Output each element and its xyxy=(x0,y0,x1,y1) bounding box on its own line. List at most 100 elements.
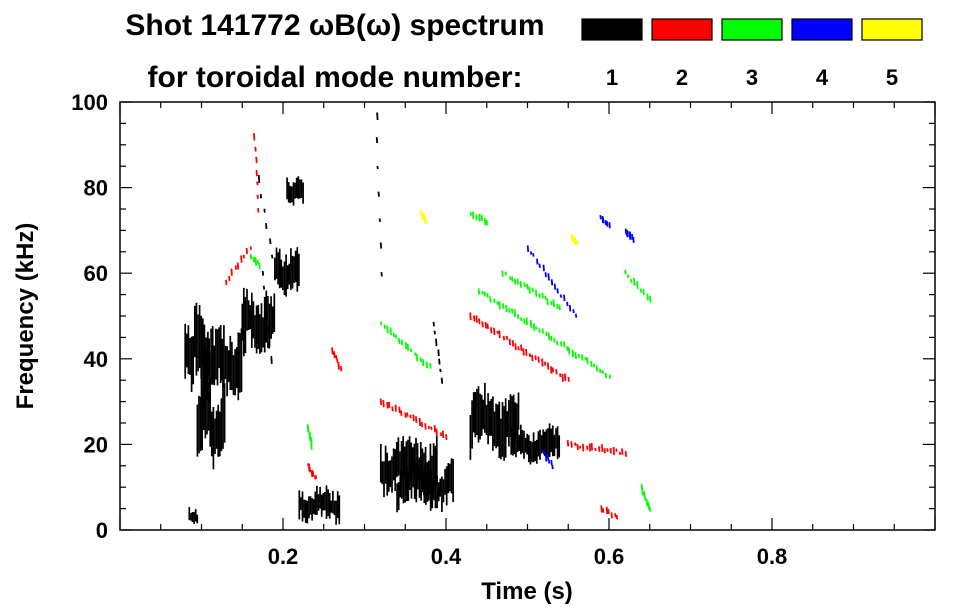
spectral-point xyxy=(624,451,627,457)
series-1 xyxy=(184,112,561,525)
spectral-point xyxy=(380,272,383,277)
spectral-point xyxy=(603,448,606,454)
spectral-point xyxy=(504,271,507,276)
spectral-point xyxy=(484,322,487,329)
spectral-point xyxy=(598,446,601,452)
series-1-blob-7 xyxy=(298,485,341,525)
spectral-point xyxy=(520,317,523,322)
spectral-point xyxy=(538,293,541,299)
spectral-point xyxy=(576,443,579,451)
spectral-point xyxy=(646,293,649,301)
spectral-point xyxy=(526,283,529,290)
spectral-point xyxy=(567,376,570,382)
spectral-point xyxy=(255,169,258,177)
spectral-point xyxy=(508,308,511,313)
spectral-point xyxy=(534,355,537,361)
spectral-point xyxy=(547,459,551,464)
spectral-point xyxy=(601,369,604,374)
spectral-point xyxy=(631,234,634,240)
spectral-point xyxy=(480,214,483,221)
spectral-point xyxy=(582,443,585,452)
spectral-point xyxy=(511,340,514,347)
spectral-point xyxy=(630,278,633,283)
spectral-point xyxy=(249,246,252,250)
spectral-point xyxy=(388,401,391,408)
spectral-point xyxy=(486,293,489,298)
spectral-point xyxy=(577,353,581,359)
spectral-point xyxy=(590,360,593,367)
spectral-point xyxy=(641,487,644,496)
series-4-streak-4 xyxy=(542,449,554,470)
spectral-point xyxy=(511,276,514,282)
spectral-point xyxy=(552,299,555,307)
spectral-point xyxy=(595,365,599,372)
spectral-point xyxy=(626,230,629,238)
spectral-point xyxy=(314,475,318,480)
spectral-point xyxy=(550,366,553,374)
series-2-streak-1 xyxy=(225,246,252,286)
spectral-point xyxy=(404,412,407,418)
spectral-point xyxy=(391,406,394,412)
spectral-point xyxy=(600,505,603,513)
spectral-point xyxy=(379,398,383,406)
spectral-point xyxy=(546,298,549,305)
spectral-point xyxy=(307,425,310,433)
spectral-point xyxy=(386,325,389,334)
spectral-point xyxy=(441,430,445,439)
spectral-point xyxy=(429,363,432,369)
spectral-point xyxy=(550,300,553,306)
spectral-point xyxy=(489,296,492,303)
spectral-point xyxy=(550,336,553,342)
spectral-point xyxy=(633,277,636,286)
spectral-point xyxy=(398,337,401,344)
series-3-streak-8 xyxy=(640,484,652,512)
spectral-point xyxy=(609,448,612,454)
spectral-point xyxy=(478,213,481,222)
spectral-point xyxy=(513,278,517,285)
legend-swatch-n1 xyxy=(581,18,643,41)
spectral-point xyxy=(606,448,609,453)
spectral-point xyxy=(483,217,487,225)
spectral-point xyxy=(602,508,605,513)
spectral-point xyxy=(576,240,579,245)
series-5 xyxy=(420,209,579,246)
spectral-point xyxy=(574,352,577,359)
spectral-point xyxy=(636,281,639,289)
spectral-point xyxy=(572,309,575,314)
spectral-point xyxy=(588,443,592,452)
spectral-point xyxy=(525,317,528,326)
series-1-blob-9 xyxy=(396,456,454,513)
series-2 xyxy=(225,133,627,520)
legend-swatch-n2 xyxy=(651,18,713,41)
spectral-point xyxy=(568,347,571,355)
spectral-point xyxy=(556,303,559,310)
spectral-point xyxy=(256,259,259,265)
spectral-point xyxy=(486,323,489,329)
legend-label-n5: 5 xyxy=(886,65,898,90)
spectral-point xyxy=(394,334,398,339)
spectral-point xyxy=(234,265,237,270)
x-tick-label: 0.2 xyxy=(268,544,299,569)
spectral-point xyxy=(543,452,546,456)
spectral-point xyxy=(602,217,605,224)
spectral-point xyxy=(532,252,535,257)
spectral-point xyxy=(571,349,574,358)
spectral-point xyxy=(256,194,259,199)
series-5-streak-2 xyxy=(570,233,579,246)
spectral-point xyxy=(550,279,554,286)
series-1-blob-10 xyxy=(469,382,520,461)
series-3-streak-2 xyxy=(477,288,611,379)
spectral-point xyxy=(606,221,609,227)
spectral-point xyxy=(544,272,547,278)
spectral-point xyxy=(378,218,381,222)
spectral-point xyxy=(469,211,472,216)
series-3-streak-3 xyxy=(501,270,561,311)
spectral-point xyxy=(336,358,339,363)
spectral-point xyxy=(263,208,266,213)
spectral-point xyxy=(255,156,258,164)
series-4 xyxy=(526,214,635,470)
spectral-point xyxy=(516,278,519,285)
spectral-point xyxy=(261,270,265,276)
spectral-point xyxy=(274,270,277,278)
series-2-streak-7 xyxy=(566,440,627,457)
